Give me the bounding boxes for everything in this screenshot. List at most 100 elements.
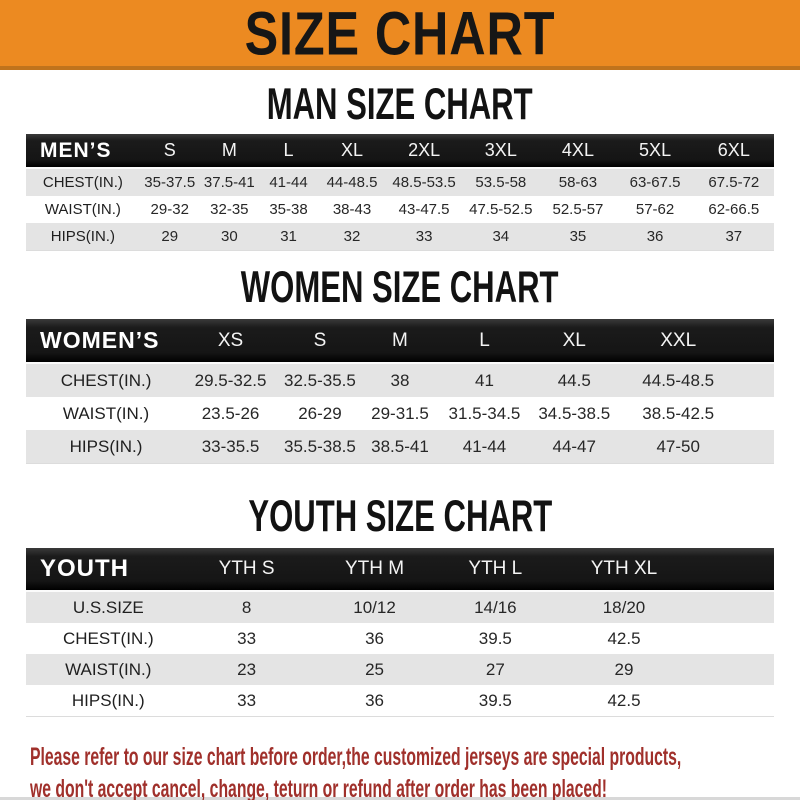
value-cell: 8 — [241, 597, 252, 617]
value-cell: 37 — [725, 228, 743, 245]
value-cell: 58-63 — [558, 174, 598, 191]
column-header-cell: XL — [318, 134, 386, 169]
value-cell: 35.5-38.5 — [284, 436, 356, 456]
row-label-cell: HIPS(IN.) — [69, 436, 143, 456]
value-cell: 33 — [415, 228, 433, 245]
size-table-header-row: MEN’S S M L XL 2XL 3XL 4XL 5XL 6XL — [26, 134, 774, 169]
value-cell: 33 — [237, 628, 257, 648]
value-cell: 31.5-34.5 — [448, 403, 521, 423]
spacer-cell — [704, 623, 774, 654]
value-cell: 23.5-26 — [201, 403, 260, 423]
size-table-row: CHEST(IN.) 29.5-32.5 32.5-35.5 38 41 44.5 44.5… — [26, 363, 774, 397]
spacer-cell — [742, 397, 774, 430]
spacer-cell — [703, 548, 774, 592]
value-cell: 38.5-41 — [371, 436, 429, 456]
value-cell: 43-47.5 — [398, 201, 450, 218]
column-header-cell: S — [139, 134, 200, 169]
section-title-youth: YOUTH SIZE CHART — [0, 491, 800, 541]
group-header-cell: MEN’S — [26, 134, 140, 169]
value-cell: 48.5-53.5 — [392, 174, 456, 191]
spacer-cell — [704, 654, 774, 685]
value-cell: 36 — [646, 228, 664, 245]
footer-note: Please refer to our size chart before or… — [30, 741, 800, 800]
column-header-cell: S — [275, 319, 365, 364]
value-cell: 32 — [343, 228, 361, 245]
size-table-row: WAIST(IN.) 29-32 32-35 35-38 38-43 43-47.5 47.… — [26, 196, 774, 223]
column-header-cell: XL — [533, 319, 615, 364]
value-cell: 29-32 — [150, 201, 189, 218]
value-cell: 26-29 — [298, 403, 342, 423]
value-cell: 35-37.5 — [144, 174, 196, 191]
value-cell: 47-50 — [656, 436, 700, 456]
value-cell: 41-44 — [269, 174, 308, 191]
value-cell: 38.5-42.5 — [642, 403, 715, 423]
column-header-cell: YTH M — [302, 548, 447, 592]
spacer-cell — [742, 430, 774, 464]
group-header-cell: YOUTH — [26, 548, 191, 592]
column-header-cell: M — [199, 134, 259, 169]
value-cell: 34 — [492, 228, 510, 245]
value-cell: 31 — [280, 228, 297, 245]
banner: SIZE CHART — [0, 0, 800, 70]
column-header-cell: YTH XL — [544, 548, 704, 592]
value-cell: 47.5-52.5 — [469, 201, 533, 218]
row-label-cell: HIPS(IN.) — [50, 228, 115, 245]
footer-line-2: we don't accept cancel, change, teturn o… — [30, 775, 608, 800]
value-cell: 62-66.5 — [708, 201, 760, 218]
value-cell: 23 — [237, 659, 257, 679]
size-table-row: CHEST(IN.) 33 36 39.5 42.5 — [26, 623, 774, 654]
value-cell: 25 — [365, 659, 384, 679]
value-cell: 27 — [485, 659, 505, 679]
value-cell: 36 — [365, 628, 384, 648]
value-cell: 32-35 — [210, 201, 249, 218]
column-header-cell: 6XL — [693, 134, 774, 169]
value-cell: 10/12 — [353, 597, 396, 617]
column-header-cell: M — [364, 319, 436, 364]
section-title-text: WOMEN SIZE CHART — [241, 261, 559, 312]
value-cell: 42.5 — [607, 690, 641, 710]
section-women: WOMEN SIZE CHART WOMEN’S XS S M L XL XXL CHEST(… — [0, 261, 800, 464]
row-label-cell: CHEST(IN.) — [42, 174, 123, 191]
section-youth: YOUTH SIZE CHART YOUTH YTH S YTH M YTH L YTH… — [0, 491, 800, 717]
column-header-cell: XS — [186, 319, 276, 364]
section-title-men: MAN SIZE CHART — [0, 78, 800, 129]
value-cell: 35-38 — [269, 201, 308, 218]
spacer-cell — [704, 591, 774, 623]
section-men: MAN SIZE CHART MEN’S S M L XL 2XL 3XL 4XL 5XL 6XL… — [0, 78, 800, 251]
row-label-cell: WAIST(IN.) — [44, 201, 121, 218]
row-label-cell: CHEST(IN.) — [60, 370, 152, 390]
column-header-cell: YTH S — [190, 548, 303, 592]
row-label-cell: HIPS(IN.) — [71, 690, 145, 710]
value-cell: 57-62 — [635, 201, 675, 218]
value-cell: 33 — [237, 690, 257, 710]
banner-title: SIZE CHART — [244, 0, 556, 68]
column-header-cell: 5XL — [616, 134, 694, 169]
footer-note-text: Please refer to our size chart before or… — [30, 741, 796, 800]
value-cell: 37.5-41 — [203, 174, 255, 191]
value-cell: 14/16 — [474, 597, 517, 617]
men-size-table: MEN’S S M L XL 2XL 3XL 4XL 5XL 6XL CHEST(IN.) 35-37… — [26, 134, 774, 251]
footer-line-1: Please refer to our size chart before or… — [30, 743, 682, 771]
value-cell: 41-44 — [462, 436, 507, 456]
column-header-cell: YTH L — [446, 548, 545, 592]
row-label-cell: WAIST(IN.) — [62, 403, 150, 423]
value-cell: 29.5-32.5 — [194, 370, 267, 390]
section-title-text: MAN SIZE CHART — [267, 78, 533, 129]
spacer-cell — [704, 685, 774, 717]
value-cell: 44.5-48.5 — [642, 370, 715, 390]
section-title-women: WOMEN SIZE CHART — [0, 261, 800, 312]
group-header-cell: WOMEN’S — [26, 319, 187, 364]
row-label-cell: CHEST(IN.) — [62, 628, 154, 648]
value-cell: 39.5 — [478, 628, 512, 648]
youth-size-table: YOUTH YTH S YTH M YTH L YTH XL U.S.SIZE 8 10/12… — [26, 548, 774, 717]
value-cell: 36 — [365, 690, 384, 710]
size-table-row: WAIST(IN.) 23.5-26 26-29 29-31.5 31.5-34.5 34… — [26, 397, 774, 430]
value-cell: 29 — [161, 228, 179, 245]
column-header-cell: 4XL — [539, 134, 617, 169]
value-cell: 18/20 — [602, 597, 646, 617]
women-size-table: WOMEN’S XS S M L XL XXL CHEST(IN.) 29.5-32.5 32.5… — [26, 319, 774, 464]
size-table-row: HIPS(IN.) 33-35.5 35.5-38.5 38.5-41 41-44 44-… — [26, 430, 774, 464]
value-cell: 35 — [569, 228, 587, 245]
value-cell: 29 — [614, 659, 634, 679]
